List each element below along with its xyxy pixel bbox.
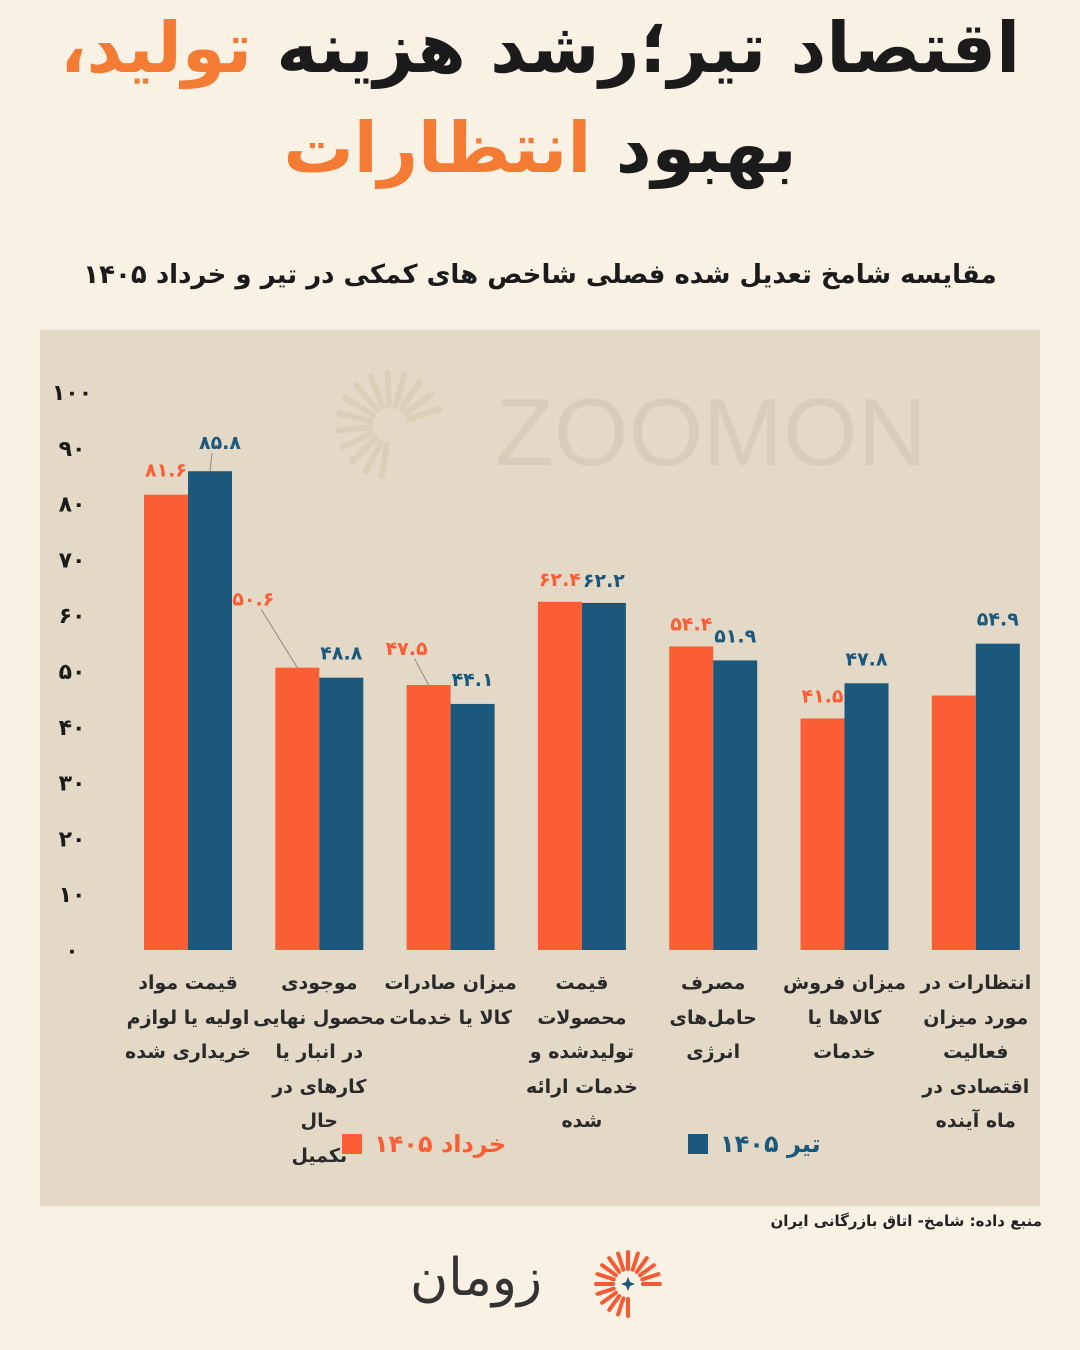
- bar-khordad: [537, 601, 582, 950]
- data-label-tir: ۴۸.۸: [320, 643, 362, 665]
- legend-tir: تیر ۱۴۰۵: [688, 1130, 821, 1158]
- y-tick-label: ۰: [65, 939, 78, 964]
- data-label-tir: ۶۲.۲: [583, 570, 625, 592]
- label-leader-line: [260, 609, 298, 668]
- source-note: منبع داده: شامخ- اتاق بازرگانی ایران: [770, 1212, 1042, 1230]
- chart-panel: ZOOMON ۰ ۱۰ ۲۰ ۳۰ ۴۰ ۵۰ ۶۰ ۷۰ ۸۰ ۹۰ ۱۰۰ ۸۱.۶ ۸۵.۸ ۵۰.۶…: [40, 330, 1040, 1206]
- legend-tir-swatch: [688, 1134, 708, 1154]
- y-tick-label: ۸۰: [59, 493, 86, 518]
- data-label-khordad: ۴۷.۵: [386, 638, 428, 660]
- legend-khordad-label: خرداد ۱۴۰۵: [374, 1130, 507, 1158]
- title-part-black-2: بهبود: [615, 107, 797, 189]
- legend-khordad: خرداد ۱۴۰۵: [342, 1130, 506, 1158]
- watermark-ray: [342, 395, 376, 418]
- label-leader-line: [414, 658, 430, 686]
- watermark-ray: [384, 370, 393, 409]
- bar-chart: ZOOMON ۰ ۱۰ ۲۰ ۳۰ ۴۰ ۵۰ ۶۰ ۷۰ ۸۰ ۹۰ ۱۰۰ ۸۱.۶ ۸۵.۸ ۵۰.۶…: [52, 370, 1020, 964]
- bar-tir: [319, 677, 364, 950]
- logo-ray: [607, 1294, 622, 1312]
- y-tick-label: ۷۰: [59, 548, 86, 573]
- bar-tir: [713, 660, 758, 950]
- x-category-label: مصرف حامل‌های انرژی: [669, 972, 757, 1063]
- watermark-ray: [362, 439, 384, 475]
- logo-sunburst-icon: [594, 1250, 662, 1318]
- x-category-label: میزان فروش کالاها یا خدمات: [783, 972, 906, 1063]
- bar-khordad: [800, 718, 845, 950]
- x-category-label: انتظارات در مورد میزان فعالیت اقتصادی در ماه…: [920, 972, 1032, 1132]
- logo-ray: [634, 1256, 649, 1274]
- y-tick-label: ۳۰: [59, 772, 86, 797]
- data-label-khordad: ۵۰.۶: [232, 589, 274, 611]
- watermark-ray: [349, 435, 379, 464]
- label-leader-line: [209, 453, 213, 472]
- bar-khordad: [144, 494, 188, 950]
- watermark-ray: [335, 424, 374, 434]
- title-line-1: اقتصاد تیر؛رشد هزینه تولید،: [0, 0, 1080, 96]
- title-part-black: اقتصاد تیر؛رشد هزینه: [276, 7, 1021, 89]
- title-part-orange-2: انتظارات: [283, 107, 592, 189]
- title-part-orange: تولید،: [59, 7, 252, 89]
- data-label-tir: ۵۱.۹: [714, 625, 756, 647]
- watermark-ray: [392, 371, 408, 409]
- y-tick-label: ۱۰۰: [52, 381, 92, 406]
- y-tick-label: ۱۰: [59, 883, 86, 908]
- watermark-ray: [339, 430, 375, 450]
- watermark-ray: [398, 379, 423, 412]
- title-line-2: بهبود انتظارات: [0, 100, 1080, 196]
- logo-ray: [595, 1272, 616, 1282]
- logo-ray: [616, 1251, 626, 1272]
- bar-khordad: [275, 667, 320, 950]
- data-label-tir: ۸۵.۸: [199, 432, 241, 454]
- bar-khordad: [406, 684, 451, 950]
- data-label-khordad: ۴۱.۵: [801, 685, 843, 707]
- logo-ray: [600, 1290, 618, 1305]
- bar-tir: [450, 703, 495, 950]
- bar-tir: [581, 602, 626, 950]
- watermark-ray: [367, 373, 386, 410]
- logo-ray: [607, 1256, 622, 1274]
- data-label-tir: ۴۴.۱: [452, 669, 494, 691]
- bar-tir: [975, 643, 1020, 950]
- y-tick-label: ۵۰: [59, 660, 86, 685]
- x-category-label: موجودی محصول نهایی در انبار یا کارهای در حا…: [253, 972, 386, 1167]
- logo-text: زومان: [410, 1248, 543, 1308]
- data-label-khordad: ۶۲.۴: [539, 569, 581, 591]
- watermark-ray: [403, 390, 435, 417]
- zoomon-logo: زومان: [410, 1240, 670, 1330]
- logo-ray: [616, 1296, 626, 1317]
- y-tick-label: ۶۰: [59, 604, 86, 629]
- logo-ray: [640, 1272, 661, 1282]
- watermark-text: ZOOMON: [495, 379, 927, 486]
- y-tick-label: ۴۰: [59, 716, 86, 741]
- logo-ray: [630, 1251, 640, 1272]
- data-label-khordad: ۵۴.۴: [670, 613, 712, 635]
- watermark-ray: [406, 405, 443, 422]
- logo-ray: [595, 1286, 616, 1296]
- y-tick-label: ۹۰: [59, 437, 86, 462]
- watermark-ray: [353, 382, 381, 413]
- data-label-tir: ۴۷.۸: [845, 648, 887, 670]
- y-tick-label: ۲۰: [59, 827, 86, 852]
- x-category-label: قیمت محصولات تولیدشده و خدمات ارائه شده: [525, 972, 638, 1132]
- bar-khordad: [931, 695, 976, 950]
- x-category-label: قیمت مواد اولیه یا لوازم خریداری شده: [125, 972, 251, 1063]
- watermark-ray: [336, 410, 374, 424]
- data-label-khordad: ۸۱.۶: [145, 460, 187, 482]
- logo-ray: [638, 1263, 656, 1278]
- watermark-ray: [378, 441, 390, 480]
- logo-ray: [600, 1263, 618, 1278]
- x-category-label: میزان صادرات کالا یا خدمات: [384, 972, 517, 1029]
- legend-tir-label: تیر ۱۴۰۵: [720, 1130, 821, 1158]
- data-label-tir: ۵۴.۹: [977, 609, 1019, 631]
- chart-subtitle: مقایسه شامخ تعدیل شده فصلی شاخص های کمکی…: [83, 260, 997, 290]
- bar-khordad: [669, 646, 714, 950]
- legend-khordad-swatch: [342, 1134, 362, 1154]
- bar-tir: [188, 471, 232, 950]
- bar-tir: [844, 683, 889, 950]
